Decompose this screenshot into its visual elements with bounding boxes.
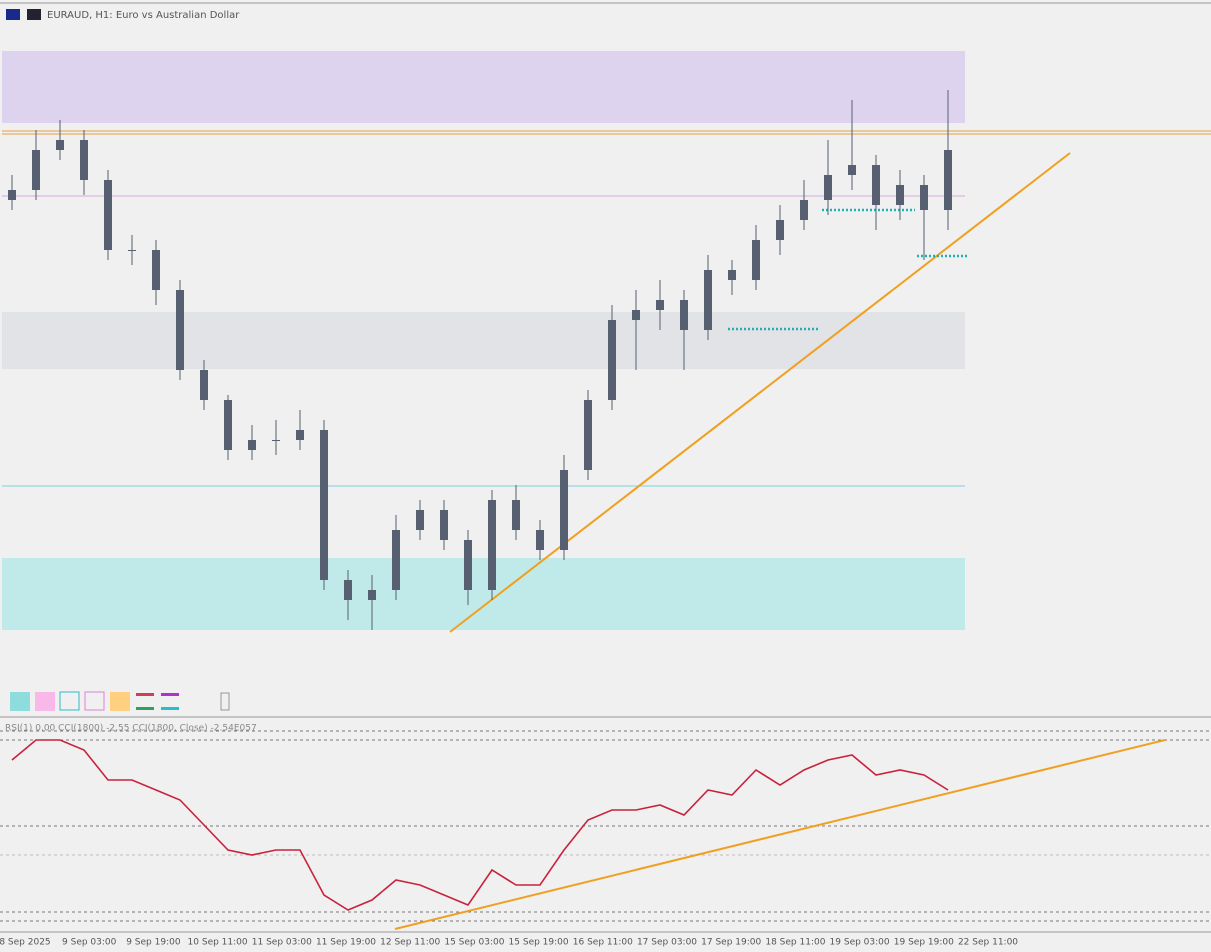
candle-body [632,310,640,320]
candle-body [128,250,136,251]
candle-body [704,270,712,330]
tool-button[interactable] [10,692,30,711]
time-label: 17 Sep 03:00 [637,938,697,948]
tool-button[interactable] [161,693,179,696]
tool-button[interactable] [161,707,179,710]
time-label: 16 Sep 11:00 [573,938,633,948]
symbol-icon[interactable] [27,9,41,20]
candle-body [464,540,472,590]
candle-body [8,190,16,200]
tool-button[interactable] [110,692,130,711]
candle-body [680,300,688,330]
time-label: 11 Sep 03:00 [252,938,312,948]
time-label: 17 Sep 19:00 [701,938,761,948]
candle-body [512,500,520,530]
candle-body [80,140,88,180]
tool-button[interactable] [35,692,55,711]
candle-body [440,510,448,540]
candle-body [368,590,376,600]
candle-body [848,165,856,175]
candle-body [872,165,880,205]
candle-body [272,440,280,441]
candle-body [728,270,736,280]
supply-zone [2,51,965,123]
drawing-toolbar [10,691,230,711]
chart-title: EURAUD, H1: Euro vs Australian Dollar [47,10,240,21]
candle-body [608,320,616,400]
tool-button[interactable] [220,692,230,711]
candle-body [320,430,328,580]
candle-body [560,470,568,550]
candle-body [104,180,112,250]
tool-button[interactable] [84,691,105,711]
candle-body [824,175,832,200]
candle-body [32,150,40,190]
candle-body [488,500,496,590]
candle-body [536,530,544,550]
candle-body [392,530,400,590]
indicator-line [11,739,949,911]
time-label: 19 Sep 19:00 [894,938,954,948]
candle-body [776,220,784,240]
candle-body [800,200,808,220]
candle-body [920,185,928,210]
menu-icon[interactable] [6,9,20,20]
time-label: 11 Sep 19:00 [316,938,376,948]
time-label: 18 Sep 11:00 [765,938,825,948]
trend-line[interactable] [394,739,1166,930]
indicator-levels [0,730,1211,922]
candle-body [176,290,184,370]
time-label: 10 Sep 11:00 [188,938,248,948]
candle-body [56,140,64,150]
mid-zone [2,312,965,369]
candle-body [416,510,424,530]
time-label: 15 Sep 19:00 [509,938,569,948]
candle-body [944,150,952,210]
time-label: 15 Sep 03:00 [444,938,504,948]
indicator-label: RSI(1) 0.00 CCI(1800) -2.55 CCI(1800, Cl… [5,724,257,734]
demand-zone [2,558,965,630]
candle-body [344,580,352,600]
candle-body [896,185,904,205]
tool-button[interactable] [136,693,154,696]
candle-body [152,250,160,290]
tool-button[interactable] [59,691,80,711]
candle-body [584,400,592,470]
tool-button[interactable] [136,707,154,710]
time-label: 12 Sep 11:00 [380,938,440,948]
candle-body [296,430,304,440]
candle-body [752,240,760,280]
candle-body [200,370,208,400]
time-label: 22 Sep 11:00 [958,938,1018,948]
time-label: 9 Sep 03:00 [62,938,117,948]
candle-body [656,300,664,310]
candle-body [248,440,256,450]
candle-body [224,400,232,450]
time-label: 8 Sep 2025 [0,938,51,948]
time-label: 19 Sep 03:00 [830,938,890,948]
trend-line[interactable] [449,152,1071,633]
time-label: 9 Sep 19:00 [126,938,181,948]
